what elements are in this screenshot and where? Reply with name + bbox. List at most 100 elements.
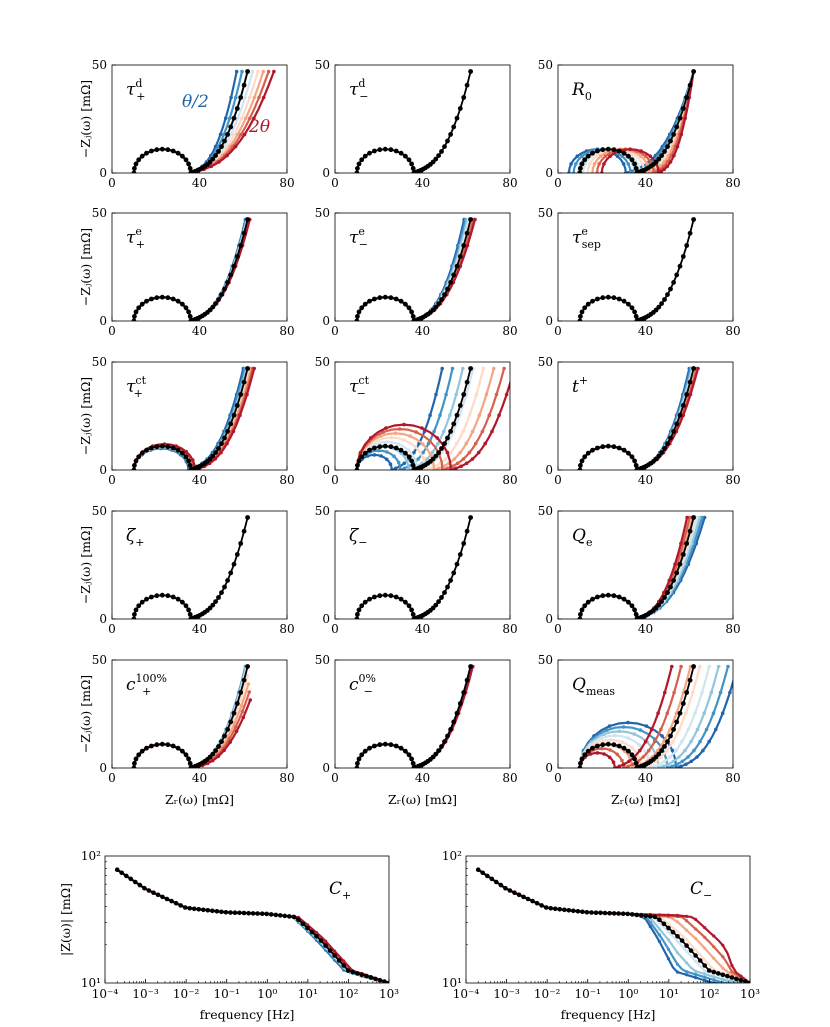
x-tick-label: 40 [638, 473, 653, 487]
baseline-point [354, 170, 360, 173]
baseline-point [445, 435, 450, 441]
sensitivity-point [487, 413, 492, 418]
sensitivity-point [693, 711, 697, 715]
baseline-point [579, 756, 585, 762]
baseline-point [356, 161, 362, 167]
baseline-point [362, 599, 368, 605]
sensitivity-point [652, 764, 657, 768]
baseline-point [287, 914, 292, 919]
baseline-point [643, 913, 649, 919]
baseline-point [133, 309, 139, 315]
baseline-point [656, 751, 662, 757]
baseline-point [154, 593, 160, 599]
baseline-point [457, 403, 463, 408]
sensitivity-point [694, 976, 698, 980]
sensitivity-point [675, 144, 680, 149]
sensitivity-point [712, 978, 716, 982]
baseline-point [144, 298, 149, 304]
baseline-point [616, 594, 622, 600]
baseline-point [674, 421, 680, 427]
baseline-point [665, 739, 670, 744]
baseline-point [175, 447, 181, 453]
sensitivity-point [666, 938, 671, 942]
sensitivity-point [239, 132, 243, 137]
y-tick-label: 10¹ [81, 976, 101, 990]
baseline-point [183, 603, 189, 609]
sensitivity-point [639, 149, 643, 153]
baseline-point [687, 230, 693, 236]
y-tick-label: 50 [538, 58, 553, 72]
baseline-point [210, 304, 216, 310]
baseline-point [464, 82, 470, 88]
baseline-point [300, 921, 306, 927]
baseline-point [382, 741, 388, 747]
sensitivity-point [648, 154, 653, 158]
baseline-point [362, 153, 368, 159]
sensitivity-point [659, 755, 663, 759]
baseline-point [159, 443, 165, 449]
x-tick-label: 80 [279, 176, 294, 190]
y-tick-label: 50 [315, 355, 330, 369]
nyquist-curves [577, 664, 733, 768]
baseline-line [133, 517, 249, 619]
baseline-point [671, 280, 676, 285]
baseline-point [377, 978, 383, 983]
sensitivity-point [502, 366, 506, 371]
x-tick-label: 40 [638, 324, 653, 338]
baseline-point [674, 570, 680, 576]
x-tick-label: 10² [699, 987, 719, 1001]
baseline-point [548, 906, 553, 911]
sensitivity-point [675, 920, 680, 924]
baseline-point [133, 161, 139, 167]
baseline-point [439, 744, 444, 749]
x-tick-label: 10⁰ [257, 987, 277, 1001]
baseline-point [149, 743, 154, 749]
baseline-point [626, 599, 631, 605]
baseline-point [210, 908, 215, 914]
baseline-point [393, 148, 399, 154]
sensitivity-point [420, 426, 424, 430]
sensitivity-point [365, 454, 370, 458]
baseline-point [595, 148, 600, 154]
baseline-point [362, 450, 368, 456]
baseline-point [410, 314, 416, 319]
baseline-point [566, 908, 572, 913]
y-tick-label: 50 [538, 504, 553, 518]
baseline-point [219, 909, 224, 915]
baseline-point [228, 570, 234, 576]
sensitivity-point [402, 438, 407, 442]
sensitivity-point [233, 725, 238, 729]
baseline-point [691, 69, 696, 74]
baseline-point [605, 294, 611, 300]
baseline-point [219, 441, 224, 446]
baseline-point [354, 765, 360, 768]
baseline-point [222, 138, 227, 144]
baseline-point [180, 748, 185, 754]
baseline-point [590, 745, 595, 751]
baseline-point [743, 979, 748, 983]
sensitivity-point [406, 448, 411, 452]
baseline-point [362, 301, 368, 307]
baseline-point [671, 578, 676, 583]
baseline-point [222, 286, 227, 292]
y-axis-label: −Zⱼ(ω) [mΩ] [78, 228, 93, 306]
sensitivity-point [477, 413, 482, 418]
x-tick-label: 0 [331, 622, 339, 636]
sensitivity-point [668, 755, 672, 759]
baseline-point [661, 921, 667, 927]
baseline-point [577, 318, 583, 321]
baseline-point [725, 973, 730, 979]
baseline-point [406, 305, 412, 311]
sensitivity-point [702, 711, 706, 715]
baseline-point [716, 971, 721, 976]
baseline-point [359, 603, 365, 609]
x-tick-label: 0 [554, 622, 562, 636]
sensitivity-point [402, 422, 406, 427]
baseline-point [149, 296, 154, 302]
baseline-point [652, 914, 658, 920]
baseline-point [468, 366, 473, 371]
baseline-point [680, 106, 686, 111]
baseline-point [216, 744, 221, 749]
sensitivity-point [689, 739, 693, 744]
sensitivity-point [588, 162, 592, 166]
